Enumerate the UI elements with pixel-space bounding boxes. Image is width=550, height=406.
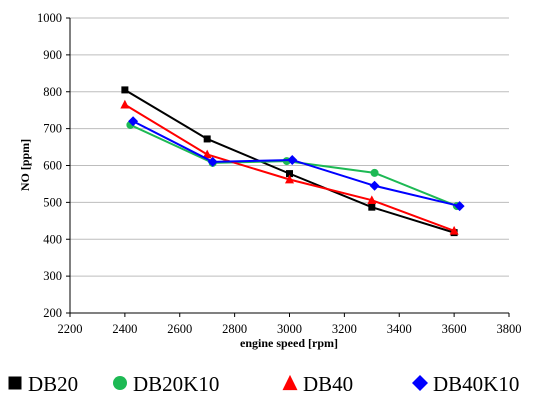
legend-marker-db20 (8, 376, 22, 390)
x-tick-label: 3000 (277, 322, 302, 336)
series-line-db40 (124, 103, 455, 232)
data-point-db40k10 (369, 180, 380, 191)
legend-label-db20k10: DB20K10 (133, 372, 219, 396)
legend-item-db40: DB40 (282, 372, 353, 396)
data-point-db20 (368, 203, 376, 211)
data-point-db40 (120, 99, 130, 109)
x-tick-label: 3400 (387, 322, 412, 336)
data-point-db20 (203, 135, 211, 143)
y-axis-label: NO [ppm] (18, 139, 32, 191)
legend-item-db20: DB20 (8, 372, 78, 396)
x-tick-labels: 2200 2400 2600 2800 3000 3200 3400 3600 3800 (58, 322, 522, 336)
x-tick-label: 2800 (222, 322, 247, 336)
data-point-db20k10 (370, 168, 379, 177)
legend-label-db20: DB20 (28, 372, 78, 396)
y-tick-label: 600 (43, 159, 62, 173)
data-point-db40k10 (454, 201, 465, 212)
y-tick-label: 1000 (37, 11, 62, 25)
series-db40k10 (128, 116, 465, 212)
data-point-db40 (285, 174, 294, 184)
series-db40 (120, 99, 459, 235)
series-line-db40k10 (132, 120, 460, 208)
x-tick-label: 3200 (332, 322, 357, 336)
x-tick-label: 2200 (58, 322, 83, 336)
x-tick-label: 2400 (112, 322, 137, 336)
x-axis-label: engine speed [rpm] (240, 336, 338, 350)
data-point-db40k10 (287, 154, 298, 165)
legend-marker-db40k10 (412, 375, 428, 391)
legend-item-db20k10: DB20K10 (113, 372, 219, 396)
y-tick-labels: 200 300 400 500 600 700 800 900 1000 (37, 11, 62, 320)
x-tick-label: 2600 (167, 322, 192, 336)
y-tick-label: 700 (43, 122, 62, 136)
legend-marker-db40 (282, 374, 298, 391)
axes (66, 17, 510, 317)
y-tick-label: 900 (43, 48, 62, 62)
gridlines (70, 17, 509, 277)
data-point-db20 (286, 170, 293, 178)
data-point-db40k10 (128, 116, 139, 127)
plot-area (120, 86, 465, 237)
y-tick-label: 300 (43, 269, 62, 283)
y-tick-label: 800 (43, 85, 62, 99)
x-tick-label: 3600 (442, 322, 467, 336)
data-point-db20 (121, 86, 129, 94)
legend-label-db40: DB40 (303, 372, 353, 396)
data-point-db40 (367, 195, 377, 205)
legend: DB20 DB20K10 DB40 DB40K10 (8, 372, 519, 396)
legend-marker-db20k10 (113, 376, 127, 390)
y-tick-label: 200 (43, 306, 62, 320)
data-point-db40 (449, 225, 459, 235)
data-point-db40 (202, 149, 212, 159)
legend-label-db40k10: DB40K10 (433, 372, 519, 396)
data-point-db40k10 (207, 156, 218, 167)
y-tick-label: 400 (43, 232, 62, 246)
legend-item-db40k10: DB40K10 (412, 372, 519, 396)
y-tick-label: 500 (43, 195, 62, 209)
x-tick-label: 3800 (497, 322, 522, 336)
